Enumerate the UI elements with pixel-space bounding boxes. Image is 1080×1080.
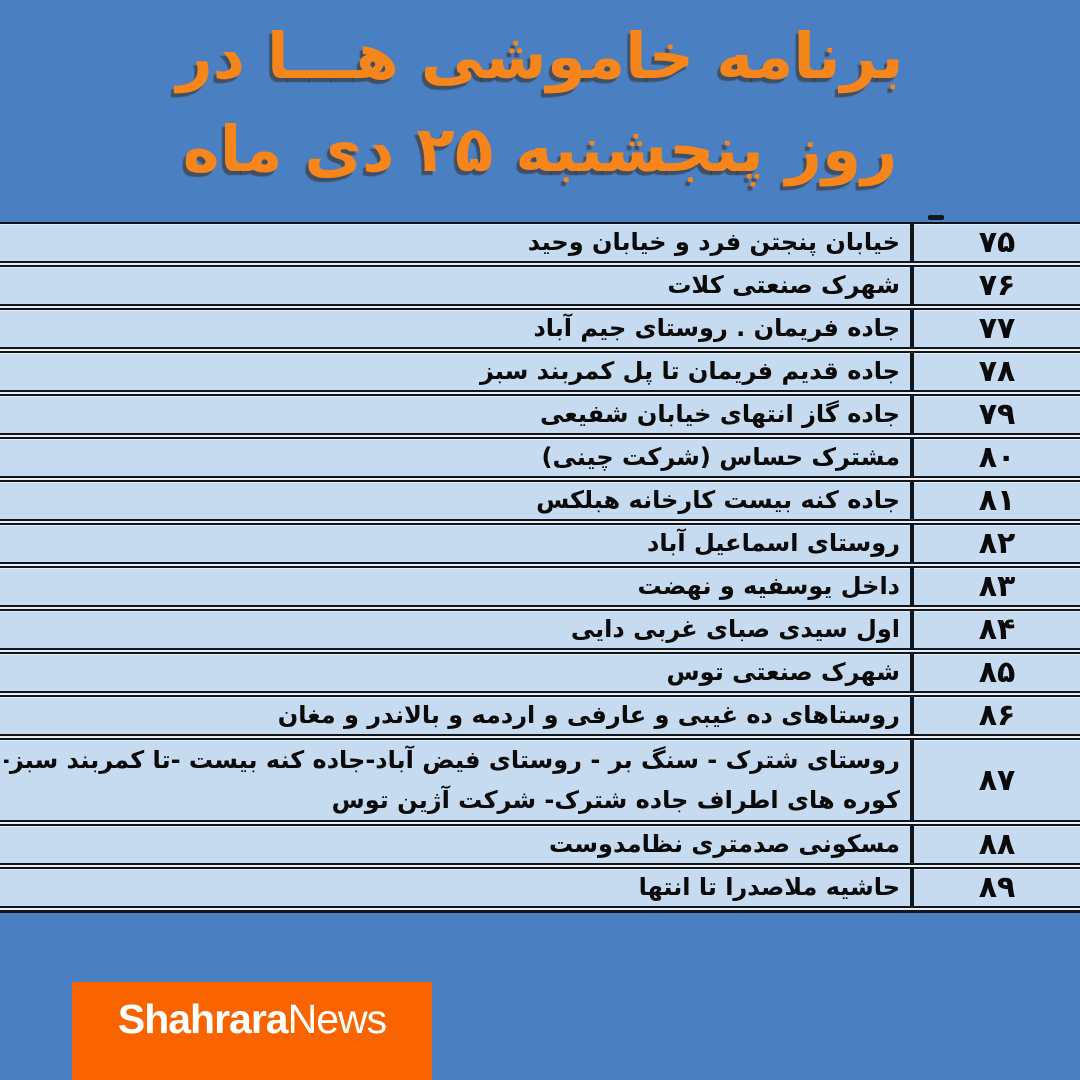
location-text: روستاهای ده غیبی و عارفی و اردمه و بالان… [277, 701, 900, 729]
row-number: ۷۹ [910, 396, 1080, 433]
row-location: شهرک صنعتی کلات [0, 267, 910, 304]
location-text: روستای شترک - سنگ بر - روستای فیض آباد-ج… [4, 746, 900, 774]
title-line-2: روز پنجشنبه ۲۵ دی ماه [182, 113, 899, 186]
location-text: داخل یوسفیه و نهضت [637, 572, 900, 600]
row-location: جاده قدیم فریمان تا پل کمربند سبز [0, 353, 910, 390]
table-row: ۷۸ جاده قدیم فریمان تا پل کمربند سبز [0, 351, 1080, 392]
table-top-crop-mark [928, 215, 944, 220]
location-text: مشترک حساس (شرکت چینی) [541, 443, 901, 471]
brand-name-regular: News [287, 996, 388, 1042]
outage-schedule-table: ۷۵ خیابان پنجتن فرد و خیابان وحید ۷۶ شهر… [0, 215, 1080, 913]
row-number: ۷۶ [910, 267, 1080, 304]
row-location: جاده کنه بیست کارخانه هبلکس [0, 482, 910, 519]
table-row: ۸۹ حاشیه ملاصدرا تا انتها [0, 867, 1080, 908]
row-number: ۸۶ [910, 697, 1080, 734]
row-location: حاشیه ملاصدرا تا انتها [0, 869, 910, 906]
row-number: ۸۸ [910, 826, 1080, 863]
title-line-1: برنامه خاموشی هـــا در [176, 20, 905, 93]
row-location: اول سیدی صبای غربی دایی [0, 611, 910, 648]
row-location: مشترک حساس (شرکت چینی) [0, 439, 910, 476]
row-number: ۸۳ [910, 568, 1080, 605]
row-location: مسکونی صدمتری نظامدوست [0, 826, 910, 863]
table-row: ۷۹ جاده گاز انتهای خیابان شفیعی [0, 394, 1080, 435]
table-row: ۸۸ مسکونی صدمتری نظامدوست [0, 824, 1080, 865]
location-text: جاده کنه بیست کارخانه هبلکس [536, 486, 900, 514]
table-row: ۸۱ جاده کنه بیست کارخانه هبلکس [0, 480, 1080, 521]
table-row: ۸۳ داخل یوسفیه و نهضت [0, 566, 1080, 607]
row-number: ۷۵ [910, 224, 1080, 261]
location-text: شهرک صنعتی توس [666, 658, 900, 686]
row-location: روستای شترک - سنگ بر - روستای فیض آباد-ج… [0, 740, 910, 820]
location-text: جاده گاز انتهای خیابان شفیعی [540, 400, 900, 428]
row-location: شهرک صنعتی توس [0, 654, 910, 691]
location-text: خیابان پنجتن فرد و خیابان وحید [527, 228, 900, 256]
row-number: ۸۵ [910, 654, 1080, 691]
row-location: جاده گاز انتهای خیابان شفیعی [0, 396, 910, 433]
row-number: ۷۸ [910, 353, 1080, 390]
page-title: برنامه خاموشی هـــا در روز پنجشنبه ۲۵ دی… [0, 10, 1080, 196]
location-text: شهرک صنعتی کلات [667, 271, 900, 299]
table-body: ۷۵ خیابان پنجتن فرد و خیابان وحید ۷۶ شهر… [0, 222, 1080, 908]
table-row: ۸۵ شهرک صنعتی توس [0, 652, 1080, 693]
row-location: روستای اسماعیل آباد [0, 525, 910, 562]
location-text: روستای اسماعیل آباد [647, 529, 900, 557]
location-text: جاده قدیم فریمان تا پل کمربند سبز [479, 357, 900, 385]
row-number: ۸۷ [910, 740, 1080, 820]
brand-name-bold: Shahrara [117, 996, 289, 1042]
table-row: ۸۲ روستای اسماعیل آباد [0, 523, 1080, 564]
row-location: داخل یوسفیه و نهضت [0, 568, 910, 605]
brand-logo: Shahrara News [72, 982, 432, 1080]
table-row: ۷۵ خیابان پنجتن فرد و خیابان وحید [0, 222, 1080, 263]
table-row: ۸۷ روستای شترک - سنگ بر - روستای فیض آبا… [0, 738, 1080, 822]
location-text: کوره های اطراف جاده شترک- شرکت آژین توس [331, 786, 900, 814]
row-number: ۸۱ [910, 482, 1080, 519]
table-row: ۸۶ روستاهای ده غیبی و عارفی و اردمه و با… [0, 695, 1080, 736]
row-number: ۸۲ [910, 525, 1080, 562]
location-text: اول سیدی صبای غربی دایی [570, 615, 900, 643]
table-row: ۷۶ شهرک صنعتی کلات [0, 265, 1080, 306]
table-row: ۸۴ اول سیدی صبای غربی دایی [0, 609, 1080, 650]
row-number: ۸۹ [910, 869, 1080, 906]
location-text: جاده فریمان . روستای جیم آباد [533, 314, 900, 342]
row-number: ۸۴ [910, 611, 1080, 648]
row-location: جاده فریمان . روستای جیم آباد [0, 310, 910, 347]
table-row: ۷۷ جاده فریمان . روستای جیم آباد [0, 308, 1080, 349]
row-number: ۷۷ [910, 310, 1080, 347]
row-number: ۸۰ [910, 439, 1080, 476]
location-text: حاشیه ملاصدرا تا انتها [638, 873, 900, 901]
location-text: مسکونی صدمتری نظامدوست [549, 830, 900, 858]
table-row: ۸۰ مشترک حساس (شرکت چینی) [0, 437, 1080, 478]
row-location: خیابان پنجتن فرد و خیابان وحید [0, 224, 910, 261]
row-location: روستاهای ده غیبی و عارفی و اردمه و بالان… [0, 697, 910, 734]
